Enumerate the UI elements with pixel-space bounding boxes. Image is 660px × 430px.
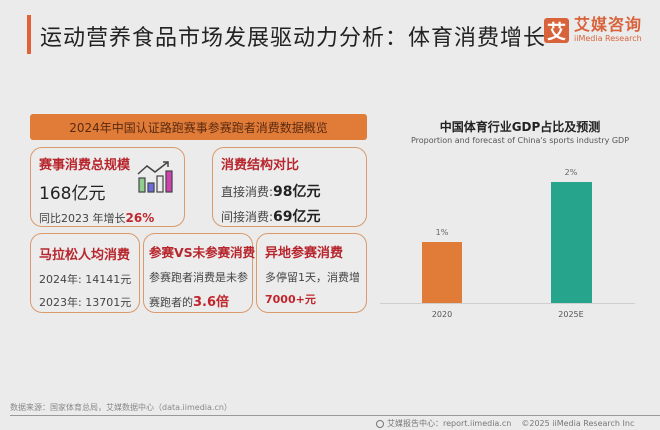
logo-name-cn: 艾媒咨询 (574, 15, 643, 34)
logo-name-en: iiMedia Research (574, 34, 642, 43)
chart-subtitle: Proportion and forecast of China's sport… (410, 136, 630, 145)
extra-consumption: 7000+元 (265, 293, 316, 306)
logo-mark-icon: 艾 (544, 17, 569, 43)
card-title: 消费结构对比 (221, 158, 300, 173)
card-participant-vs-non: 参赛VS未参赛消费 参赛跑者消费是未参 赛跑者的3.6倍 (143, 233, 256, 313)
data-source: 数据来源：国家体育总局，艾媒数据中心（data.iimedia.cn） (10, 403, 232, 412)
tick-2020: 2020 (431, 310, 453, 319)
indirect-consumption: 间接消费:69亿元 (221, 209, 321, 225)
report-center: 艾媒报告中心：report.iimedia.cn (376, 418, 511, 429)
bar-value-label-2025E: 2% (564, 168, 578, 177)
direct-consumption: 直接消费:98亿元 (221, 184, 321, 200)
card-title: 异地参赛消费 (265, 246, 344, 261)
globe-icon (376, 419, 384, 428)
footer: 艾媒报告中心：report.iimedia.cn ©2025 iiMedia R… (376, 418, 634, 429)
page-title: 运动营养食品市场发展驱动力分析：体育消费增长 (40, 26, 547, 51)
bar-value-label-2020: 1% (435, 228, 449, 237)
overview-header: 2024年中国认证路跑赛事参赛跑者消费数据概览 (30, 114, 367, 140)
x-axis (380, 303, 635, 304)
stay-line: 多停留1天，消费增 (265, 271, 360, 284)
tick-2025E: 2025E (558, 310, 584, 319)
card-total-consumption: 赛事消费总规模 168亿元 同比2023 年增长26% (30, 147, 185, 227)
title-accent-bar (27, 15, 31, 54)
bar-2025E (551, 182, 592, 303)
comparison-line2: 赛跑者的3.6倍 (149, 295, 230, 310)
logo: 艾 艾媒咨询 iiMedia Research (544, 17, 642, 43)
card-out-of-town: 异地参赛消费 多停留1天，消费增 7000+元 (256, 233, 367, 313)
card-marathon-per-capita: 马拉松人均消费 2024年: 14141元 2023年: 13701元 (30, 233, 140, 313)
growth-note: 同比2023 年增长26% (39, 211, 155, 225)
comparison-line1: 参赛跑者消费是未参 (149, 271, 248, 284)
chart-title: 中国体育行业GDP占比及预测 (439, 120, 601, 134)
copyright: ©2025 iiMedia Research Inc (521, 419, 635, 428)
bar-chart-trend-icon (137, 161, 173, 193)
card-consumption-structure: 消费结构对比 直接消费:98亿元 间接消费:69亿元 (212, 147, 367, 227)
bar-2020 (422, 242, 462, 303)
card-title: 参赛VS未参赛消费 (149, 245, 256, 260)
card-title: 马拉松人均消费 (39, 248, 131, 263)
value-2023: 2023年: 13701元 (39, 296, 132, 309)
value-2024: 2024年: 14141元 (39, 273, 132, 286)
total-value: 168亿元 (39, 184, 106, 204)
footer-divider (10, 415, 660, 416)
card-title: 赛事消费总规模 (39, 158, 131, 173)
